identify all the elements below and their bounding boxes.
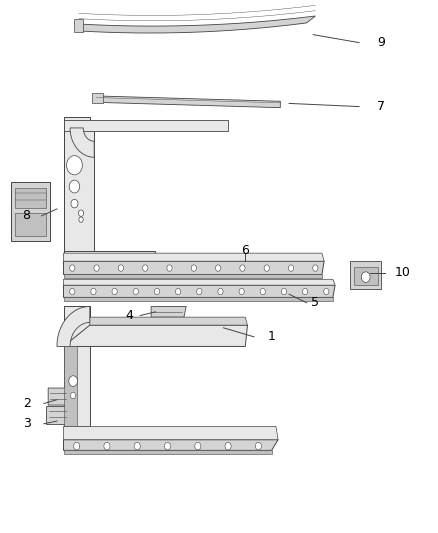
- Text: 8: 8: [22, 209, 30, 222]
- Text: 5: 5: [311, 296, 319, 309]
- Circle shape: [79, 217, 83, 222]
- Polygon shape: [64, 440, 278, 450]
- Circle shape: [313, 265, 318, 271]
- Polygon shape: [74, 19, 83, 32]
- Circle shape: [112, 288, 117, 295]
- Text: 6: 6: [241, 244, 249, 257]
- Polygon shape: [64, 120, 228, 131]
- Circle shape: [215, 265, 221, 271]
- Polygon shape: [79, 16, 315, 33]
- Circle shape: [303, 288, 308, 295]
- Polygon shape: [354, 266, 378, 285]
- Circle shape: [94, 265, 99, 271]
- Polygon shape: [64, 274, 322, 278]
- Text: 10: 10: [395, 266, 411, 279]
- Circle shape: [191, 265, 196, 271]
- Polygon shape: [64, 128, 94, 269]
- Circle shape: [167, 265, 172, 271]
- Circle shape: [281, 288, 286, 295]
- Polygon shape: [64, 117, 90, 269]
- Polygon shape: [46, 406, 69, 424]
- Circle shape: [69, 376, 78, 386]
- Circle shape: [67, 156, 82, 175]
- Circle shape: [69, 180, 80, 193]
- Polygon shape: [64, 297, 333, 301]
- Circle shape: [104, 442, 110, 450]
- Circle shape: [218, 288, 223, 295]
- Polygon shape: [64, 251, 155, 269]
- Polygon shape: [350, 261, 381, 289]
- Polygon shape: [64, 450, 272, 454]
- Circle shape: [154, 288, 159, 295]
- Polygon shape: [151, 306, 186, 317]
- Polygon shape: [48, 388, 69, 405]
- Circle shape: [143, 265, 148, 271]
- Circle shape: [197, 288, 202, 295]
- Circle shape: [255, 442, 261, 450]
- Text: 9: 9: [377, 36, 385, 49]
- Polygon shape: [64, 285, 335, 297]
- Circle shape: [71, 199, 78, 208]
- Circle shape: [71, 392, 76, 399]
- Polygon shape: [64, 426, 278, 440]
- Polygon shape: [11, 182, 50, 241]
- Circle shape: [239, 288, 244, 295]
- Polygon shape: [92, 93, 103, 103]
- Polygon shape: [64, 261, 324, 274]
- Polygon shape: [57, 306, 90, 346]
- Circle shape: [195, 442, 201, 450]
- Text: 2: 2: [23, 397, 31, 410]
- Circle shape: [240, 265, 245, 271]
- Circle shape: [260, 288, 265, 295]
- Polygon shape: [64, 306, 90, 426]
- Circle shape: [78, 210, 84, 216]
- Polygon shape: [96, 96, 280, 108]
- Polygon shape: [64, 346, 77, 426]
- Circle shape: [164, 442, 170, 450]
- Polygon shape: [15, 213, 46, 236]
- Circle shape: [118, 265, 124, 271]
- Circle shape: [324, 288, 329, 295]
- Circle shape: [74, 442, 80, 450]
- Text: 1: 1: [268, 330, 276, 343]
- Polygon shape: [64, 279, 335, 285]
- Circle shape: [288, 265, 293, 271]
- Circle shape: [361, 272, 370, 282]
- Circle shape: [70, 265, 75, 271]
- Circle shape: [264, 265, 269, 271]
- Text: 7: 7: [377, 100, 385, 113]
- Circle shape: [176, 288, 181, 295]
- Circle shape: [225, 442, 231, 450]
- Polygon shape: [90, 317, 247, 325]
- Circle shape: [133, 288, 138, 295]
- Circle shape: [134, 442, 140, 450]
- Circle shape: [70, 288, 75, 295]
- Polygon shape: [64, 253, 324, 261]
- Polygon shape: [70, 128, 94, 157]
- Polygon shape: [15, 188, 46, 208]
- Circle shape: [91, 288, 96, 295]
- Text: 3: 3: [23, 417, 31, 430]
- Text: 4: 4: [125, 309, 133, 322]
- Polygon shape: [64, 325, 247, 346]
